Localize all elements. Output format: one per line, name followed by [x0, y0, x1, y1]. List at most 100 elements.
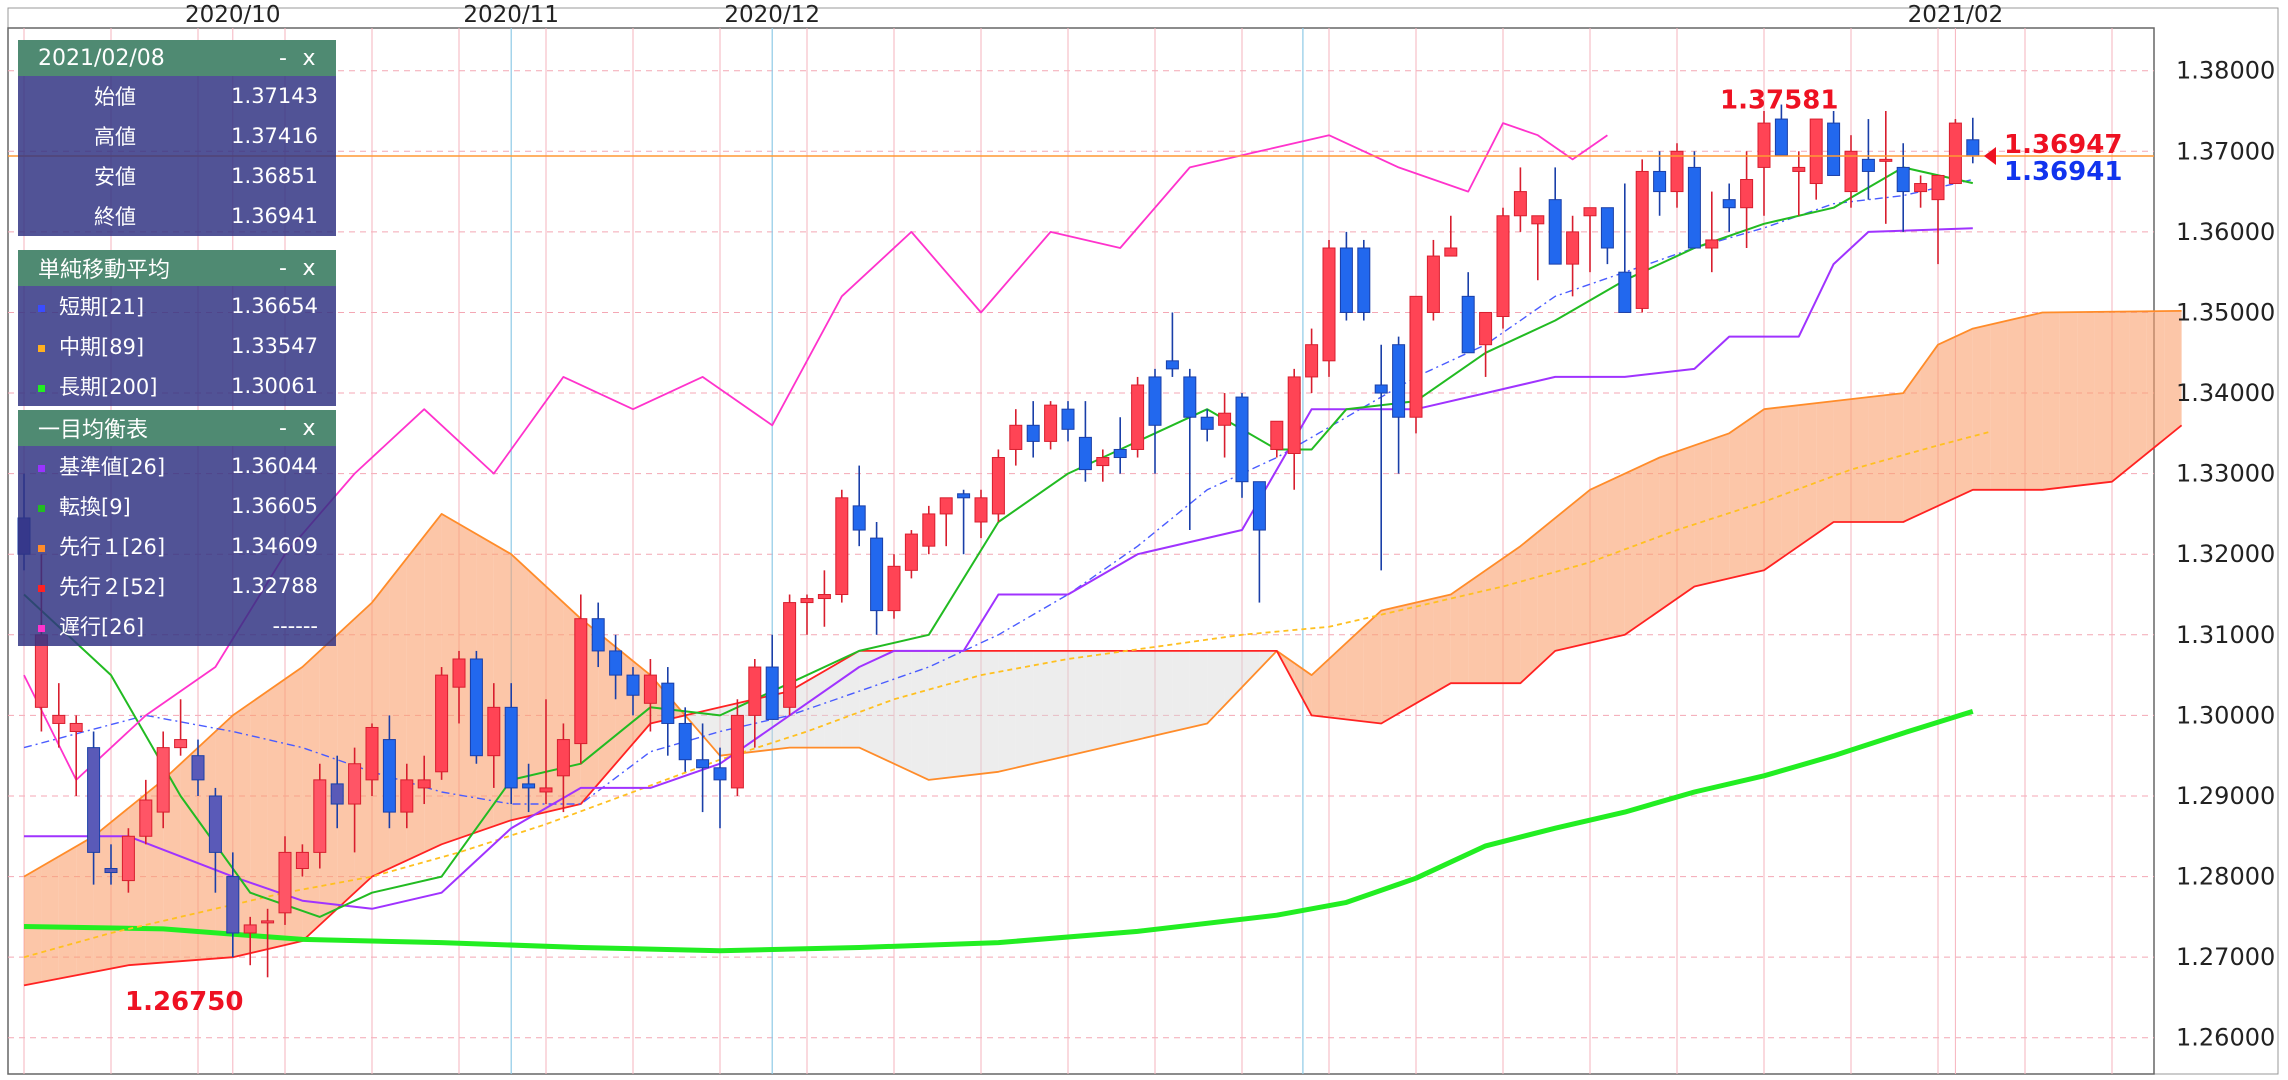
candle-body [1026, 424, 1040, 442]
senkou_b-line [23, 424, 2183, 987]
price-marker-icon [1984, 147, 1996, 166]
candle-body [121, 835, 135, 882]
candle-body [487, 706, 501, 757]
sma21-line [23, 178, 1973, 805]
candle-body [295, 851, 309, 870]
candle-body [643, 674, 657, 704]
candle-body [1131, 384, 1145, 450]
candle-body [1827, 122, 1841, 176]
candle-body [191, 755, 205, 781]
cloud-segment [1416, 598, 1434, 704]
candle-body [1270, 420, 1284, 450]
y-tick-label: 1.26000 [2176, 1024, 2275, 1052]
cloud-segment [1137, 650, 1155, 740]
sma-mid-row: 中期[89] 1.33547 [18, 326, 336, 366]
ohlc-date: 2021/02/08 [38, 45, 165, 71]
minimize-button[interactable]: - [279, 415, 287, 441]
candle-body [1705, 239, 1719, 249]
candle-body [817, 594, 831, 600]
cloud-segment [1590, 481, 1608, 643]
candle-body [417, 779, 431, 789]
cloud-segment [1868, 395, 1886, 522]
y-tick-label: 1.27000 [2176, 943, 2275, 971]
candle-body [696, 759, 710, 769]
ohlc-low-row: 安値 1.36851 [94, 164, 318, 189]
senkou_a-line [23, 310, 2182, 878]
cloud-segment [824, 660, 842, 748]
candle-body [174, 739, 188, 749]
ohlc-open-row: 始値 1.37143 [94, 84, 318, 109]
candle-body [1966, 139, 1980, 157]
cloud-segment [2007, 316, 2025, 490]
candle-body [835, 497, 849, 596]
candle-body [1339, 247, 1353, 313]
candle-body [1409, 295, 1423, 418]
candle-body [87, 747, 101, 853]
candle-body [365, 726, 379, 781]
cloud-segment [1120, 650, 1138, 744]
cloud-segment [354, 602, 372, 893]
cloud-segment [528, 570, 546, 817]
candle-body [574, 618, 588, 745]
y-tick-label: 1.36000 [2176, 218, 2275, 246]
y-tick-label: 1.33000 [2176, 460, 2275, 488]
cloud-segment [841, 650, 860, 748]
candle-body [452, 658, 466, 688]
candle-body [1914, 183, 1928, 193]
y-axis: 1.38000 1.37000 1.36000 1.35000 1.34000 1.330… [2176, 57, 2275, 1052]
candle-body [765, 666, 779, 720]
candle-body [522, 783, 536, 789]
cloud-segment [1242, 650, 1260, 688]
candle-body [1009, 424, 1023, 450]
sma200-line [23, 709, 1974, 954]
cloud-segment [389, 558, 407, 869]
cloud-segment [1033, 650, 1051, 764]
chikou-dot [38, 624, 45, 632]
candle-body [556, 739, 570, 777]
ichimoku-panel: 一目均衡表 - x 基準値[26] 1.36044 転換[9] 1.36605 先行… [18, 410, 336, 646]
candle-body [1218, 412, 1232, 426]
candle-body [1200, 416, 1214, 430]
cloud-segment [546, 586, 564, 813]
y-tick-label: 1.35000 [2176, 298, 2275, 326]
cloud-segment [1607, 473, 1625, 639]
candle-body [1148, 376, 1162, 426]
cloud-segment [1520, 532, 1538, 684]
cloud-segment [1381, 606, 1399, 724]
cloud-segment [2059, 312, 2078, 488]
sma-short-row: 短期[21] 1.36654 [18, 286, 336, 326]
candle-body [1183, 376, 1197, 418]
cloud-segment [2042, 312, 2060, 490]
candle-body [1513, 191, 1527, 217]
cloud-segment [198, 731, 216, 960]
cloud-segment [1624, 465, 1643, 635]
candle-body [870, 537, 884, 612]
candle-body [1722, 199, 1736, 209]
close-button[interactable]: x [302, 45, 316, 71]
candle-body [1392, 344, 1406, 418]
minimize-button[interactable]: - [279, 45, 287, 71]
senkou-a-dot [38, 544, 45, 552]
candle-body [1687, 166, 1701, 249]
candle-body [382, 739, 396, 813]
candle-body [1618, 271, 1632, 313]
candle-body [1635, 170, 1649, 309]
low-label: 1.26750 [125, 987, 243, 1017]
candle-body [469, 658, 483, 757]
candle-body [261, 920, 275, 924]
cloud-segment [1746, 409, 1764, 575]
candle-body [939, 497, 953, 515]
close-button[interactable]: x [302, 255, 316, 281]
y-tick-label: 1.28000 [2176, 863, 2275, 891]
candle-body [852, 505, 866, 531]
y-tick-label: 1.37000 [2176, 137, 2275, 165]
x-axis: 2020/10 2020/11 2020/12 2021/02 [185, 2, 2003, 28]
candle-body [1322, 247, 1336, 362]
close-button[interactable]: x [302, 415, 316, 441]
cloud-segment [58, 846, 77, 979]
cloud-segment [2112, 311, 2130, 482]
minimize-button[interactable]: - [279, 255, 287, 281]
candle-body [52, 714, 66, 724]
candle-body [783, 602, 797, 708]
